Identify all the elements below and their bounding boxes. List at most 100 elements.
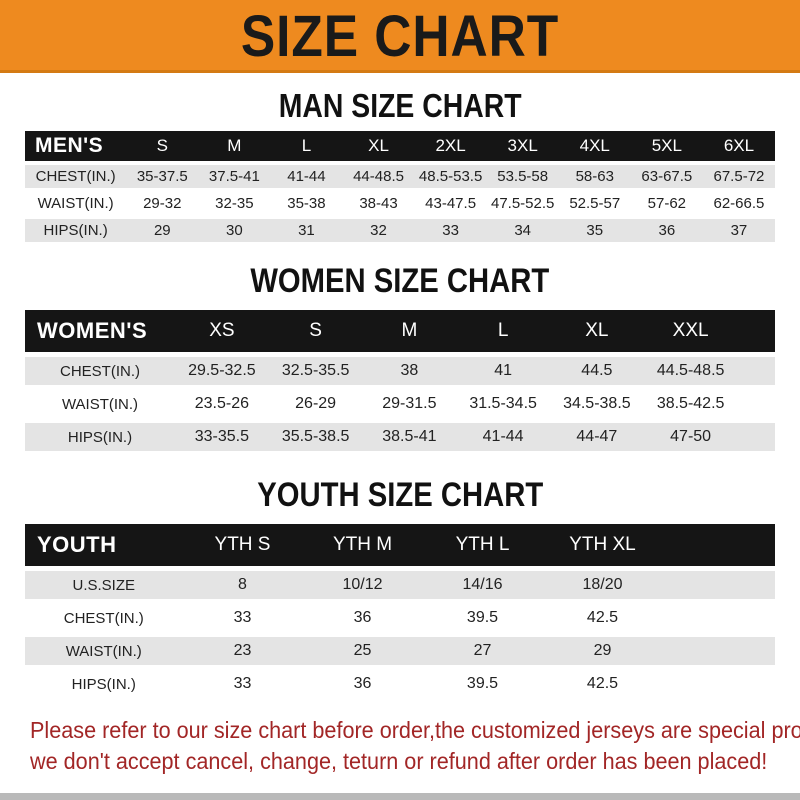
- table-header-row: YOUTH YTH S YTH M YTH L YTH XL: [25, 524, 775, 566]
- size-value-cell: 29.5-32.5: [175, 357, 269, 385]
- size-value-cell: 31.5-34.5: [456, 390, 550, 418]
- size-value-cell: 41-44: [456, 423, 550, 451]
- size-column-header: XL: [550, 310, 644, 352]
- size-value-cell: 57-62: [630, 192, 703, 215]
- size-value-cell: 35-38: [270, 192, 343, 215]
- men-size-section: MAN SIZE CHART MEN'S S M L XL 2XL 3XL 4XL 5XL 6XL…: [0, 87, 800, 246]
- men-size-table: MEN'S S M L XL 2XL 3XL 4XL 5XL 6XL CHEST(IN.) 35-37…: [25, 127, 775, 246]
- row-label: CHEST(IN.): [25, 357, 175, 385]
- empty-header-cell: [662, 524, 775, 566]
- size-value-cell: 35: [558, 219, 631, 242]
- size-value-cell: 29-31.5: [362, 390, 457, 418]
- row-label: WAIST(IN.): [25, 637, 183, 665]
- size-column-header: S: [126, 131, 199, 161]
- women-size-table: WOMEN'S XS S M L XL XXL CHEST(IN.) 29.5-32.5 32.5…: [25, 305, 775, 456]
- size-value-cell: 35.5-38.5: [268, 423, 363, 451]
- size-column-header: XXL: [643, 310, 738, 352]
- size-value-cell: 33-35.5: [175, 423, 269, 451]
- table-row: CHEST(IN.) 33 36 39.5 42.5: [25, 604, 775, 632]
- table-row: WAIST(IN.) 23.5-26 26-29 29-31.5 31.5-34.5 34…: [25, 390, 775, 418]
- size-column-header: YTH S: [182, 524, 303, 566]
- size-column-header: YTH XL: [542, 524, 663, 566]
- women-size-section: WOMEN SIZE CHART WOMEN'S XS S M L XL XXL CHEST(…: [0, 262, 800, 456]
- row-label: CHEST(IN.): [25, 165, 127, 188]
- footer-note: Please refer to our size chart before or…: [0, 715, 800, 777]
- table-row: CHEST(IN.) 29.5-32.5 32.5-35.5 38 41 44.5 44.5…: [25, 357, 775, 385]
- size-value-cell: 48.5-53.5: [414, 165, 487, 188]
- size-value-cell: 33: [182, 604, 303, 632]
- size-value-cell: 41-44: [270, 165, 343, 188]
- size-value-cell: 53.5-58: [486, 165, 559, 188]
- size-value-cell: 8: [182, 571, 303, 599]
- size-column-header: S: [268, 310, 363, 352]
- size-value-cell: 38.5-41: [362, 423, 457, 451]
- size-value-cell: 39.5: [422, 604, 543, 632]
- size-value-cell: 18/20: [542, 571, 663, 599]
- size-value-cell: 52.5-57: [558, 192, 631, 215]
- table-row: CHEST(IN.) 35-37.5 37.5-41 41-44 44-48.5 48.5…: [25, 165, 775, 188]
- size-value-cell: 23.5-26: [175, 390, 269, 418]
- size-value-cell: 62-66.5: [702, 192, 775, 215]
- size-value-cell: 67.5-72: [702, 165, 775, 188]
- women-section-heading: WOMEN SIZE CHART: [250, 262, 550, 300]
- size-column-header: M: [362, 310, 457, 352]
- size-column-header: XL: [342, 131, 415, 161]
- size-value-cell: 43-47.5: [414, 192, 487, 215]
- row-label: HIPS(IN.): [25, 670, 183, 698]
- size-value-cell: 29: [126, 219, 199, 242]
- table-group-label: WOMEN'S: [25, 310, 175, 352]
- table-group-label: YOUTH: [25, 524, 183, 566]
- size-value-cell: 30: [198, 219, 271, 242]
- size-chart-banner: SIZE CHART: [0, 0, 800, 73]
- size-value-cell: 35-37.5: [126, 165, 199, 188]
- empty-cell: [662, 637, 775, 665]
- size-column-header: XS: [175, 310, 269, 352]
- size-value-cell: 31: [270, 219, 343, 242]
- row-label: WAIST(IN.): [25, 192, 127, 215]
- youth-size-table: YOUTH YTH S YTH M YTH L YTH XL U.S.SIZE 8 10/12…: [25, 519, 775, 703]
- empty-cell: [662, 571, 775, 599]
- size-column-header: YTH L: [422, 524, 543, 566]
- size-value-cell: 34: [486, 219, 559, 242]
- row-label: CHEST(IN.): [25, 604, 183, 632]
- size-value-cell: 23: [182, 637, 303, 665]
- table-row: WAIST(IN.) 29-32 32-35 35-38 38-43 43-47.5 47.…: [25, 192, 775, 215]
- size-value-cell: 10/12: [302, 571, 423, 599]
- size-value-cell: 37.5-41: [198, 165, 271, 188]
- size-value-cell: 42.5: [542, 670, 663, 698]
- table-header-row: MEN'S S M L XL 2XL 3XL 4XL 5XL 6XL: [25, 131, 775, 161]
- row-label: WAIST(IN.): [25, 390, 175, 418]
- size-value-cell: 14/16: [422, 571, 543, 599]
- size-value-cell: 44-47: [550, 423, 644, 451]
- size-value-cell: 37: [702, 219, 775, 242]
- empty-cell: [737, 390, 775, 418]
- empty-header-cell: [737, 310, 775, 352]
- footer-line-2: we don't accept cancel, change, teturn o…: [30, 748, 768, 774]
- size-column-header: M: [198, 131, 271, 161]
- size-value-cell: 38-43: [342, 192, 415, 215]
- size-value-cell: 38: [362, 357, 457, 385]
- size-value-cell: 58-63: [558, 165, 631, 188]
- size-value-cell: 36: [302, 604, 423, 632]
- banner-title: SIZE CHART: [240, 1, 560, 69]
- size-value-cell: 25: [302, 637, 423, 665]
- empty-cell: [662, 604, 775, 632]
- row-label: U.S.SIZE: [25, 571, 183, 599]
- size-value-cell: 47-50: [643, 423, 738, 451]
- row-label: HIPS(IN.): [25, 423, 175, 451]
- size-column-header: 5XL: [630, 131, 703, 161]
- size-value-cell: 36: [630, 219, 703, 242]
- size-value-cell: 29-32: [126, 192, 199, 215]
- size-value-cell: 63-67.5: [630, 165, 703, 188]
- size-value-cell: 34.5-38.5: [550, 390, 644, 418]
- size-column-header: 6XL: [702, 131, 775, 161]
- size-value-cell: 27: [422, 637, 543, 665]
- table-header-row: WOMEN'S XS S M L XL XXL: [25, 310, 775, 352]
- size-value-cell: 33: [414, 219, 487, 242]
- size-value-cell: 29: [542, 637, 663, 665]
- size-value-cell: 26-29: [268, 390, 363, 418]
- table-row: U.S.SIZE 8 10/12 14/16 18/20: [25, 571, 775, 599]
- size-value-cell: 39.5: [422, 670, 543, 698]
- size-value-cell: 33: [182, 670, 303, 698]
- size-column-header: YTH M: [302, 524, 423, 566]
